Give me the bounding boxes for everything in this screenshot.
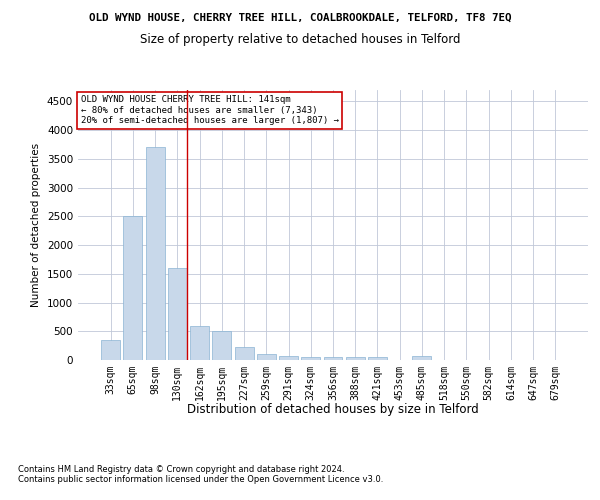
Bar [124,216,142,360]
Text: Size of property relative to detached houses in Telford: Size of property relative to detached ho… [140,32,460,46]
Bar [323,357,343,360]
Bar [257,354,276,360]
Bar [412,356,431,360]
Text: OLD WYND HOUSE, CHERRY TREE HILL, COALBROOKDALE, TELFORD, TF8 7EQ: OLD WYND HOUSE, CHERRY TREE HILL, COALBR… [89,12,511,22]
Bar [279,356,298,360]
Bar [368,357,387,360]
Bar [212,332,231,360]
Bar [146,148,164,360]
Bar [190,326,209,360]
Y-axis label: Number of detached properties: Number of detached properties [31,143,41,307]
Bar [101,340,120,360]
Text: OLD WYND HOUSE CHERRY TREE HILL: 141sqm
← 80% of detached houses are smaller (7,: OLD WYND HOUSE CHERRY TREE HILL: 141sqm … [80,96,338,125]
Text: Contains HM Land Registry data © Crown copyright and database right 2024.
Contai: Contains HM Land Registry data © Crown c… [18,465,383,484]
Bar [301,357,320,360]
Bar [346,357,365,360]
Bar [235,347,254,360]
Bar [168,268,187,360]
Text: Distribution of detached houses by size in Telford: Distribution of detached houses by size … [187,402,479,415]
